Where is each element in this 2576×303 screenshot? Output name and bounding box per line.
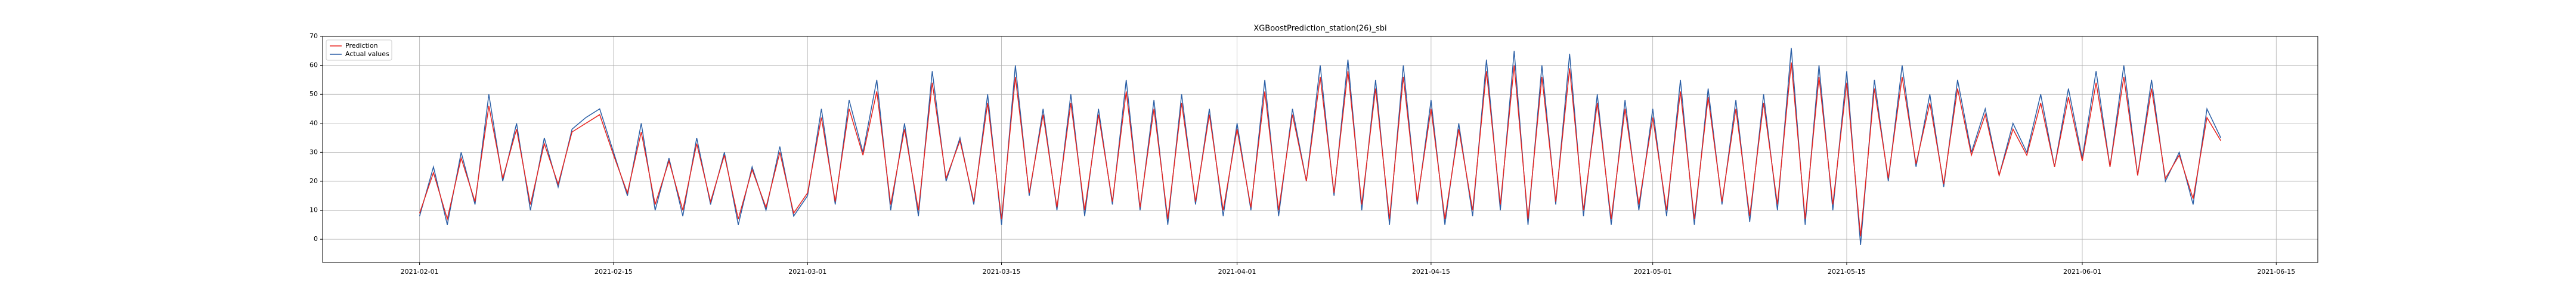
line [419, 62, 2221, 237]
legend-box [326, 39, 392, 61]
legend-label: Prediction [345, 42, 378, 50]
y-tick-label: 60 [309, 61, 318, 69]
x-tick-label: 2021-02-15 [595, 268, 633, 276]
x-tick-label: 2021-05-15 [1828, 268, 1866, 276]
x-tick-label: 2021-03-01 [788, 268, 826, 276]
y-tick-label: 0 [314, 235, 318, 243]
legend-label: Actual values [345, 50, 389, 58]
y-tick-label: 10 [309, 206, 318, 214]
x-tick-label: 2021-06-01 [2063, 268, 2101, 276]
chart-title: XGBoostPrediction_station(26)_sbi [1253, 24, 1386, 33]
x-tick-label: 2021-04-01 [1218, 268, 1256, 276]
y-tick-label: 30 [309, 148, 318, 156]
y-tick-label: 70 [309, 32, 318, 40]
x-tick-label: 2021-04-15 [1412, 268, 1450, 276]
y-tick-label: 20 [309, 177, 318, 185]
x-tick-label: 2021-03-15 [983, 268, 1021, 276]
x-tick-label: 2021-02-01 [401, 268, 439, 276]
y-tick-label: 50 [309, 90, 318, 98]
y-tick-label: 40 [309, 119, 318, 127]
plot-frame [322, 36, 2318, 263]
x-tick-label: 2021-06-15 [2257, 268, 2295, 276]
x-tick-label: 2021-05-01 [1634, 268, 1672, 276]
